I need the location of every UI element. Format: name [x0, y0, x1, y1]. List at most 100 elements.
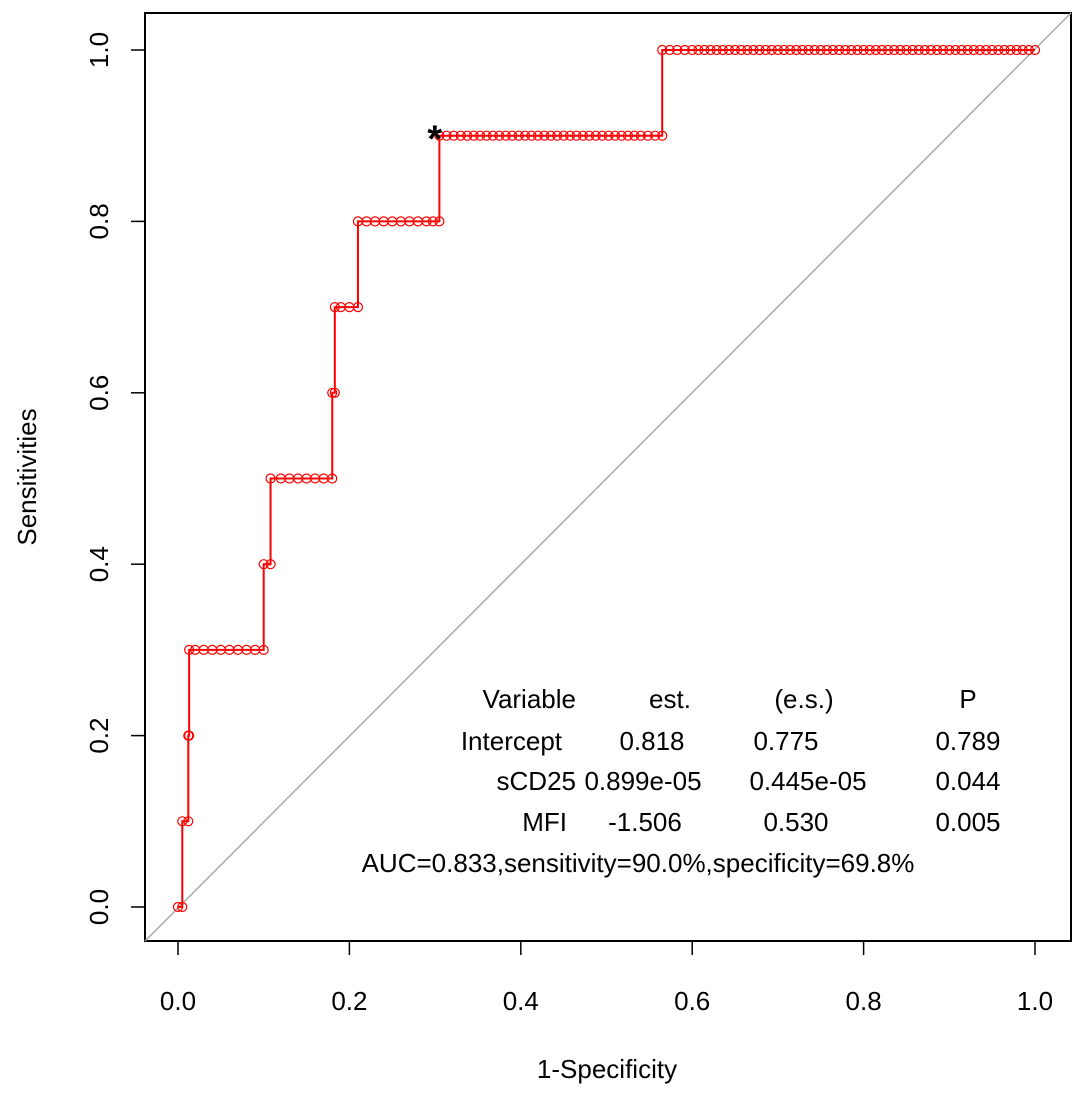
roc-point: [455, 130, 466, 141]
table-row-p: 0.044: [935, 766, 1000, 796]
roc-point: [649, 130, 661, 141]
roc-point: [468, 130, 479, 141]
roc-point: [500, 130, 511, 141]
roc-point: [597, 130, 608, 141]
roc-point: [526, 130, 537, 141]
y-tick-label: 0.4: [84, 546, 114, 582]
roc-point: [950, 44, 961, 56]
table-row-est: 0.818: [619, 726, 684, 756]
y-tick-label: 0.8: [84, 203, 114, 239]
roc-point: [329, 387, 340, 398]
table-header-es: (e.s.): [774, 684, 833, 714]
y-axis: 0.0 0.2 0.4 0.6 0.8 1.0: [84, 32, 146, 925]
table-row-est: 0.899e-05: [584, 766, 701, 796]
roc-point: [760, 44, 771, 56]
roc-point: [265, 559, 276, 570]
roc-point: [889, 44, 900, 56]
roc-point: [815, 44, 826, 56]
roc-point: [421, 216, 432, 227]
roc-point: [987, 44, 998, 56]
roc-point: [642, 130, 654, 141]
roc-point: [840, 44, 851, 56]
roc-point: [864, 44, 875, 56]
roc-point: [699, 44, 710, 56]
roc-point: [913, 44, 924, 56]
roc-point: [797, 44, 808, 56]
roc-point: [974, 44, 986, 56]
roc-point: [846, 44, 857, 56]
y-tick-label: 0.2: [84, 718, 114, 754]
roc-point: [742, 44, 753, 56]
roc-point: [993, 44, 1004, 56]
roc-point: [931, 44, 943, 56]
roc-point: [172, 901, 184, 913]
roc-point: [539, 130, 550, 141]
roc-point: [772, 44, 784, 56]
optimal-cutoff-marker: *: [427, 119, 442, 161]
roc-point: [577, 130, 589, 141]
table-row-est: -1.506: [608, 807, 682, 837]
x-tick-label: 0.4: [503, 986, 539, 1016]
roc-point: [882, 44, 894, 56]
roc-point: [1023, 44, 1034, 56]
roc-point: [258, 644, 269, 656]
x-tick-label: 0.6: [674, 986, 710, 1016]
roc-point: [258, 559, 269, 570]
roc-point: [177, 816, 188, 827]
roc-point: [778, 44, 790, 56]
roc-point: [434, 130, 445, 141]
roc-point: [616, 130, 627, 141]
roc-point: [1017, 44, 1028, 56]
y-axis-label: Sensitivities: [12, 408, 42, 545]
roc-point: [635, 130, 646, 141]
table-header-variable: Variable: [483, 684, 576, 714]
roc-point: [474, 130, 486, 141]
roc-point: [944, 44, 955, 56]
roc-point: [1011, 44, 1022, 56]
roc-point: [717, 44, 728, 56]
table-row-p: 0.005: [935, 807, 1000, 837]
roc-point: [494, 130, 505, 141]
roc-point: [1029, 44, 1041, 56]
table-row-es: 0.530: [763, 807, 828, 837]
roc-point: [809, 44, 820, 56]
roc-point: [962, 44, 973, 56]
roc-point: [870, 44, 881, 56]
roc-point: [327, 473, 338, 484]
roc-points: [172, 44, 1041, 913]
roc-point: [519, 130, 531, 141]
roc-point: [876, 44, 888, 56]
roc-point: [448, 130, 459, 141]
roc-point: [183, 816, 194, 827]
x-tick-label: 1.0: [1017, 986, 1053, 1016]
table-row-label: Intercept: [461, 726, 563, 756]
table-header-est: est.: [649, 684, 691, 714]
x-tick-label: 0.0: [160, 986, 196, 1016]
plot-area: *: [144, 12, 1072, 942]
roc-point: [693, 44, 704, 56]
table-row-label: sCD25: [497, 766, 576, 796]
y-tick-label: 0.6: [84, 375, 114, 411]
roc-point: [629, 130, 640, 141]
roc-point: [564, 130, 576, 141]
roc-point: [803, 44, 814, 56]
roc-point: [711, 44, 722, 56]
roc-point: [791, 44, 802, 56]
roc-point: [603, 130, 614, 141]
auc-summary: AUC=0.833,sensitivity=90.0%,specificity=…: [362, 848, 915, 878]
roc-point: [852, 44, 863, 56]
roc-point: [827, 44, 839, 56]
roc-point: [679, 44, 690, 56]
roc-point: [545, 130, 556, 141]
roc-point: [736, 44, 747, 56]
roc-point: [427, 216, 439, 227]
roc-point: [184, 730, 195, 741]
roc-point: [919, 44, 930, 56]
roc-point: [481, 130, 492, 141]
roc-point: [532, 130, 544, 141]
roc-point: [672, 44, 683, 56]
roc-point: [265, 473, 276, 484]
table-header-p: P: [959, 684, 976, 714]
roc-point: [687, 44, 698, 56]
roc-point: [821, 44, 832, 56]
